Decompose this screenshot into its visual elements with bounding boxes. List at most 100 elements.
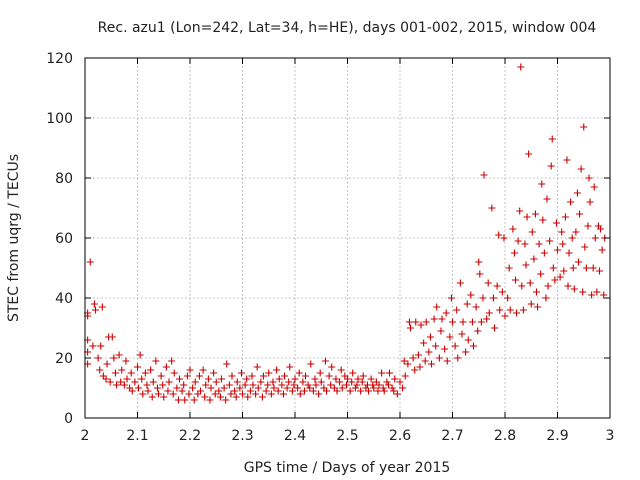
data-point bbox=[417, 321, 425, 329]
y-tick-label: 100 bbox=[46, 111, 73, 127]
data-point bbox=[598, 246, 606, 254]
data-point bbox=[278, 381, 286, 389]
data-point bbox=[317, 378, 325, 386]
data-point bbox=[548, 135, 556, 143]
data-point bbox=[180, 381, 188, 389]
data-point bbox=[590, 183, 598, 191]
data-point bbox=[123, 375, 131, 383]
data-point bbox=[379, 384, 387, 392]
data-point bbox=[533, 288, 540, 296]
data-point bbox=[540, 249, 548, 257]
data-point bbox=[295, 369, 303, 377]
data-point bbox=[164, 387, 172, 395]
data-point bbox=[228, 372, 236, 380]
data-point bbox=[232, 393, 240, 401]
data-point bbox=[185, 390, 193, 398]
data-point bbox=[517, 63, 525, 71]
data-point bbox=[183, 372, 191, 380]
data-point bbox=[443, 357, 451, 365]
data-point bbox=[307, 360, 315, 368]
data-point bbox=[237, 369, 245, 377]
data-point bbox=[159, 381, 167, 389]
data-point bbox=[160, 393, 168, 401]
data-point bbox=[391, 375, 399, 383]
data-point bbox=[589, 264, 597, 272]
data-point bbox=[312, 381, 320, 389]
data-point bbox=[157, 372, 165, 380]
data-point bbox=[169, 390, 177, 398]
data-point bbox=[393, 390, 401, 398]
data-point bbox=[299, 378, 307, 386]
data-point bbox=[223, 360, 231, 368]
data-point bbox=[468, 318, 476, 326]
data-point bbox=[453, 306, 461, 314]
data-point bbox=[152, 357, 160, 365]
data-point bbox=[252, 390, 260, 398]
data-point bbox=[396, 378, 404, 386]
data-point bbox=[563, 156, 571, 164]
data-point bbox=[98, 303, 106, 311]
data-point bbox=[495, 231, 503, 239]
data-point bbox=[274, 387, 282, 395]
data-point bbox=[239, 390, 246, 398]
data-point bbox=[458, 330, 466, 338]
data-point bbox=[302, 372, 309, 380]
data-point bbox=[236, 384, 244, 392]
data-point bbox=[559, 240, 567, 248]
data-point bbox=[168, 357, 176, 365]
data-point bbox=[269, 378, 277, 386]
data-point bbox=[369, 381, 377, 389]
x-tick-label: 2.9 bbox=[546, 428, 568, 444]
data-point bbox=[136, 351, 144, 359]
data-point bbox=[220, 384, 228, 392]
data-point bbox=[378, 369, 386, 377]
x-axis-label: GPS time / Days of year 2015 bbox=[244, 460, 451, 476]
data-point bbox=[488, 204, 496, 212]
data-point bbox=[388, 384, 396, 392]
data-point bbox=[535, 240, 543, 248]
data-point bbox=[134, 363, 141, 371]
data-point bbox=[86, 258, 94, 266]
data-point bbox=[459, 318, 467, 326]
grid-lines bbox=[85, 58, 610, 418]
data-point bbox=[579, 288, 587, 296]
data-point bbox=[498, 288, 506, 296]
data-point bbox=[96, 366, 104, 374]
data-point bbox=[218, 375, 225, 383]
data-point bbox=[333, 387, 341, 395]
data-point bbox=[573, 189, 581, 197]
data-point bbox=[210, 369, 218, 377]
data-point bbox=[222, 396, 230, 404]
data-point bbox=[570, 285, 578, 293]
data-point bbox=[420, 339, 428, 347]
data-point bbox=[565, 249, 573, 257]
data-point bbox=[365, 387, 372, 395]
data-point bbox=[400, 357, 408, 365]
data-point bbox=[600, 291, 608, 299]
data-point bbox=[174, 396, 182, 404]
data-point bbox=[190, 396, 198, 404]
x-tick-label: 2.5 bbox=[336, 428, 358, 444]
data-point bbox=[162, 363, 170, 371]
data-point bbox=[139, 390, 147, 398]
x-tick-label: 3 bbox=[606, 428, 615, 444]
data-point bbox=[127, 369, 135, 377]
data-point bbox=[367, 375, 375, 383]
data-point bbox=[485, 309, 493, 317]
data-point bbox=[285, 378, 293, 386]
data-point bbox=[325, 372, 333, 380]
data-point bbox=[568, 234, 576, 242]
data-point bbox=[491, 324, 498, 332]
data-point bbox=[191, 378, 199, 386]
data-point bbox=[258, 393, 266, 401]
data-point bbox=[290, 381, 298, 389]
data-point bbox=[554, 246, 561, 254]
data-points bbox=[84, 63, 609, 404]
data-point bbox=[227, 390, 235, 398]
data-point bbox=[270, 384, 278, 392]
data-point bbox=[374, 387, 382, 395]
data-point bbox=[501, 312, 509, 320]
data-point bbox=[575, 258, 582, 266]
data-point bbox=[267, 390, 275, 398]
